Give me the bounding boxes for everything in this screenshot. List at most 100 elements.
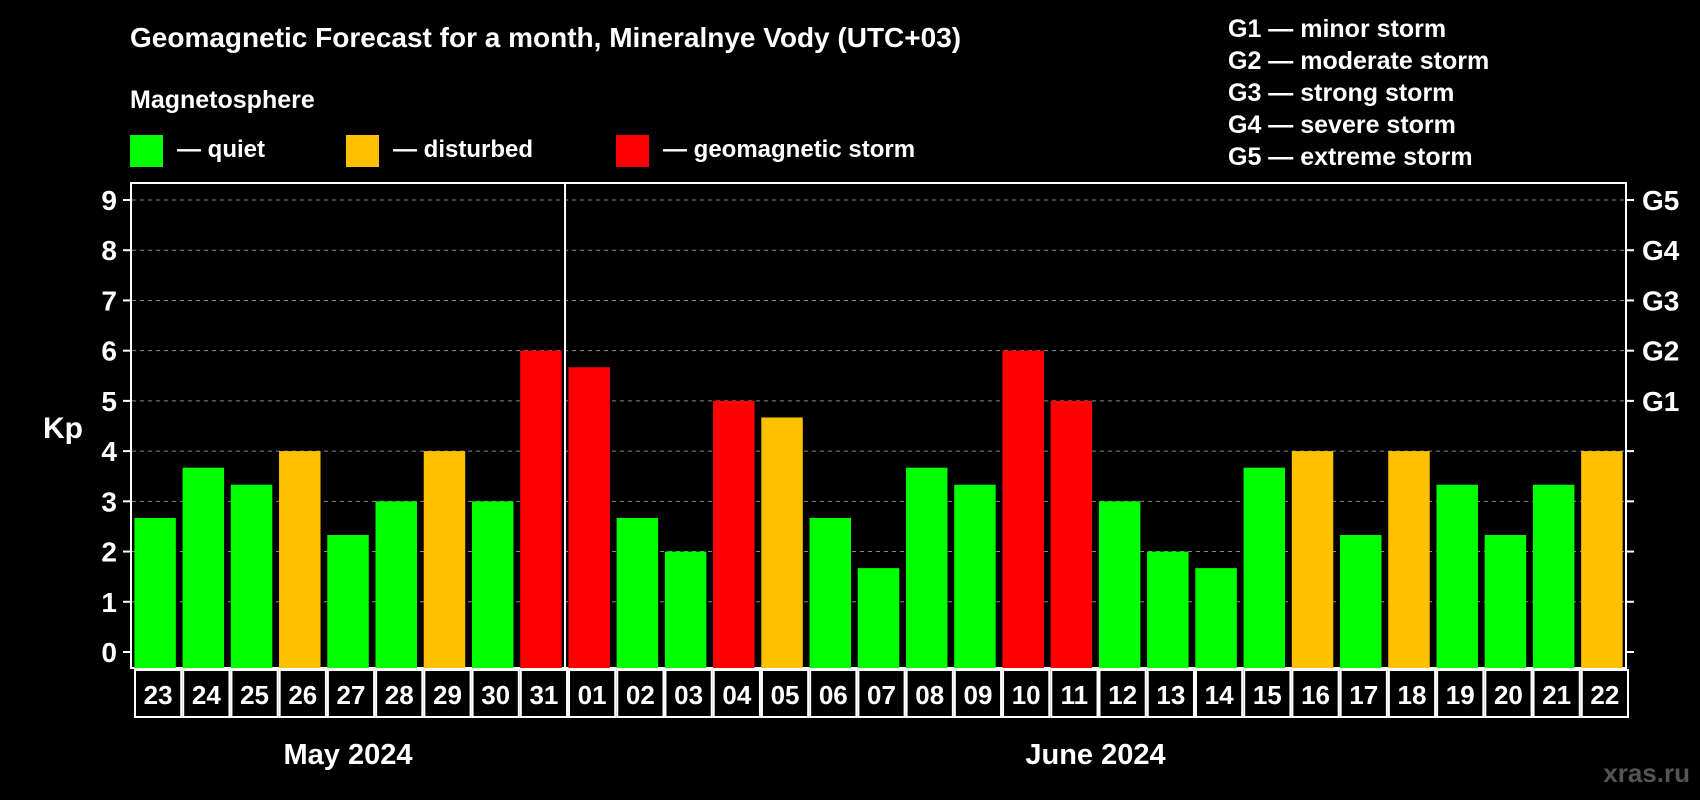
date-label: 18 bbox=[1398, 680, 1427, 710]
date-labels: 23 24 25 26 27 28 29 30 31 01 02 03 04 05 06 07 08 09 10 11… bbox=[134, 669, 1629, 718]
y-tick-label: 4 bbox=[101, 436, 117, 467]
date-cell bbox=[1387, 669, 1437, 718]
date-label: 01 bbox=[578, 680, 607, 710]
kp-bar bbox=[616, 517, 659, 668]
date-label: 03 bbox=[674, 680, 703, 710]
kp-bar bbox=[520, 350, 562, 668]
date-cell bbox=[278, 669, 327, 718]
legend-heading: Magnetosphere bbox=[130, 86, 315, 114]
date-label: 23 bbox=[144, 680, 173, 710]
kp-bar bbox=[230, 484, 273, 668]
storm-scale-g3: G3 — strong storm bbox=[1228, 79, 1454, 107]
date-cell bbox=[230, 669, 279, 718]
chart-title: Geomagnetic Forecast for a month, Minera… bbox=[130, 22, 961, 53]
date-cell bbox=[1436, 669, 1485, 718]
date-label: 24 bbox=[192, 680, 221, 710]
date-cell bbox=[375, 669, 424, 718]
kp-bar bbox=[1581, 451, 1623, 668]
storm-level-axis: G1 G2 G3 G4 G5 bbox=[1642, 185, 1680, 417]
date-label: 31 bbox=[529, 680, 558, 710]
date-label: 27 bbox=[337, 680, 366, 710]
storm-scale-g2: G2 — moderate storm bbox=[1228, 47, 1489, 75]
date-cell bbox=[857, 669, 906, 718]
kp-bar bbox=[761, 417, 803, 668]
kp-bar bbox=[857, 568, 900, 668]
kp-bar bbox=[664, 551, 707, 668]
legend-label-disturbed: — disturbed bbox=[393, 136, 533, 163]
date-label: 07 bbox=[867, 680, 896, 710]
date-cell bbox=[568, 669, 617, 718]
date-cell bbox=[519, 669, 569, 718]
y-tick-label: 3 bbox=[101, 486, 117, 517]
y-tick-label: 1 bbox=[101, 587, 117, 618]
date-cell bbox=[423, 669, 472, 718]
storm-scale-g5: G5 — extreme storm bbox=[1228, 143, 1473, 171]
y-tick-label: 5 bbox=[101, 386, 117, 417]
kp-bar bbox=[375, 501, 417, 668]
kp-bar bbox=[1195, 568, 1237, 668]
date-label: 17 bbox=[1349, 680, 1378, 710]
kp-bar bbox=[713, 400, 755, 668]
date-cell bbox=[1050, 669, 1099, 718]
month-label: June 2024 bbox=[1025, 739, 1165, 771]
y-axis-ticks: 0 1 2 3 4 5 6 7 8 9 bbox=[101, 185, 1634, 668]
date-label: 06 bbox=[819, 680, 848, 710]
y-tick-label: 8 bbox=[101, 235, 117, 266]
date-cell bbox=[1146, 669, 1195, 718]
y-tick-label: 2 bbox=[101, 537, 117, 568]
legend-swatch-disturbed bbox=[346, 135, 379, 167]
kp-bar bbox=[1388, 451, 1430, 668]
kp-bar bbox=[1098, 501, 1141, 668]
kp-bar bbox=[471, 501, 514, 668]
date-cell bbox=[471, 669, 520, 718]
y-axis-label: Kp bbox=[43, 412, 83, 445]
bar-series bbox=[134, 350, 1623, 668]
watermark: xras.ru bbox=[1603, 758, 1690, 788]
date-label: 22 bbox=[1590, 680, 1619, 710]
date-label: 20 bbox=[1494, 680, 1523, 710]
date-cell bbox=[1194, 669, 1244, 718]
date-label: 14 bbox=[1205, 680, 1234, 710]
legend-label-storm: — geomagnetic storm bbox=[663, 136, 915, 163]
date-label: 02 bbox=[626, 680, 655, 710]
storm-scale-g1: G1 — minor storm bbox=[1228, 15, 1446, 43]
legend-swatch-quiet bbox=[130, 135, 163, 167]
date-cell bbox=[1580, 669, 1629, 718]
date-label: 30 bbox=[481, 680, 510, 710]
kp-bar bbox=[134, 517, 176, 668]
date-cell bbox=[134, 669, 183, 718]
date-cell bbox=[1339, 669, 1388, 718]
storm-level-label: G2 bbox=[1642, 336, 1679, 367]
date-label: 13 bbox=[1156, 680, 1185, 710]
storm-scale-g4: G4 — severe storm bbox=[1228, 111, 1456, 139]
date-label: 05 bbox=[771, 680, 800, 710]
kp-bar bbox=[1002, 350, 1044, 668]
kp-bar bbox=[1340, 534, 1382, 668]
date-cell bbox=[1532, 669, 1581, 718]
date-cell bbox=[326, 669, 376, 718]
date-cell bbox=[1002, 669, 1051, 718]
date-cell bbox=[953, 669, 1003, 718]
date-label: 08 bbox=[915, 680, 944, 710]
y-tick-label: 9 bbox=[101, 185, 117, 216]
date-cell bbox=[809, 669, 858, 718]
kp-bar bbox=[279, 451, 321, 668]
date-label: 28 bbox=[385, 680, 414, 710]
date-label: 26 bbox=[288, 680, 317, 710]
kp-bar bbox=[1484, 534, 1527, 668]
date-label: 12 bbox=[1108, 680, 1137, 710]
date-label: 21 bbox=[1542, 680, 1571, 710]
legend-label-quiet: — quiet bbox=[177, 136, 265, 163]
kp-bar bbox=[1050, 400, 1093, 668]
kp-bar bbox=[905, 467, 948, 668]
storm-level-label: G4 bbox=[1642, 235, 1680, 266]
date-label: 11 bbox=[1061, 680, 1089, 710]
date-cell bbox=[182, 669, 231, 718]
kp-bar bbox=[1243, 467, 1286, 668]
y-tick-label: 6 bbox=[101, 336, 117, 367]
date-label: 04 bbox=[722, 680, 751, 710]
date-label: 19 bbox=[1446, 680, 1475, 710]
date-cell bbox=[664, 669, 713, 718]
y-tick-label: 7 bbox=[101, 285, 117, 316]
